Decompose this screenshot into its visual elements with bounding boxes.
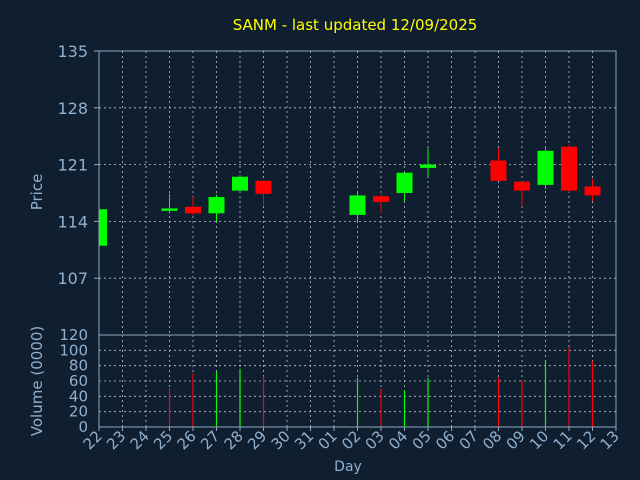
price-tick-label: 128	[57, 99, 88, 118]
x-tick-label: 24	[127, 427, 153, 453]
price-axis-label: Price	[28, 174, 46, 211]
candle-29	[255, 180, 272, 206]
candle-body	[185, 206, 201, 214]
candle-body	[561, 146, 577, 191]
x-tick-label: 06	[432, 427, 458, 453]
x-tick-label: 09	[503, 427, 529, 453]
price-tick-label: 107	[57, 269, 88, 288]
x-tick-label: 23	[103, 427, 129, 453]
volume-tick-label: 120	[59, 326, 88, 344]
x-tick-label: 31	[291, 427, 317, 453]
volume-tick-label: 60	[69, 372, 88, 390]
x-tick-label: 07	[456, 427, 482, 453]
volume-tick-label: 20	[69, 403, 88, 421]
x-tick-label: 25	[150, 427, 176, 453]
x-tick-label: 10	[526, 427, 552, 453]
chart-title: SANM - last updated 12/09/2025	[233, 16, 478, 34]
candle-body	[373, 196, 389, 202]
candle-27	[208, 194, 225, 222]
x-tick-label: 26	[174, 427, 200, 453]
candle-09	[514, 181, 530, 206]
volume-tick-label: 100	[59, 341, 88, 359]
volume-tick-label: 40	[69, 387, 88, 405]
x-tick-label: 30	[268, 427, 294, 453]
candle-body	[396, 172, 413, 193]
candle-body	[490, 160, 507, 181]
candle-body	[537, 150, 554, 185]
candle-08	[490, 148, 507, 181]
candle-11	[561, 144, 577, 193]
candle-12	[584, 179, 601, 202]
x-tick-label: 28	[221, 427, 247, 453]
candle-04	[396, 172, 413, 202]
candle-body	[349, 195, 366, 215]
x-tick-label: 08	[479, 427, 505, 453]
volume-axis-label: Volume (0000)	[28, 326, 46, 436]
price-tick-label: 135	[57, 42, 88, 61]
price-tick-label: 121	[57, 156, 88, 175]
candle-body	[514, 181, 530, 191]
candle-body	[232, 176, 248, 191]
x-tick-label: 03	[362, 427, 388, 453]
price-tick-label: 114	[57, 212, 88, 231]
candle-body	[208, 197, 225, 214]
candle-02	[349, 193, 366, 222]
x-tick-label: 02	[338, 427, 364, 453]
x-tick-label: 01	[315, 427, 341, 453]
grid-lines	[94, 50, 617, 431]
x-tick-label: 12	[573, 427, 599, 453]
x-tick-label: 13	[597, 427, 623, 453]
x-tick-label: 04	[385, 427, 411, 453]
candle-22	[98, 209, 107, 246]
candle-26	[185, 197, 201, 215]
volume-tick-label: 80	[69, 357, 88, 375]
candle-25	[161, 193, 178, 214]
candle-body	[161, 208, 178, 211]
plot-frames	[98, 50, 617, 428]
chart-marks	[98, 144, 601, 427]
candle-10	[537, 148, 554, 189]
x-tick-label: 05	[409, 427, 435, 453]
tick-labels: 1071141211281350204060801001202223242526…	[57, 42, 622, 453]
candle-body	[99, 209, 107, 246]
candle-03	[373, 194, 389, 214]
candle-body	[420, 164, 436, 168]
candle-body	[255, 180, 272, 194]
x-tick-label: 11	[550, 427, 576, 453]
volume-tick-label: 0	[78, 418, 88, 436]
candle-body	[584, 186, 601, 196]
x-axis-label: Day	[334, 459, 362, 475]
x-tick-label: 27	[197, 427, 223, 453]
candle-28	[232, 175, 248, 193]
x-tick-label: 29	[244, 427, 270, 453]
volume-plot-frame	[98, 334, 617, 428]
candle-05	[420, 148, 436, 177]
